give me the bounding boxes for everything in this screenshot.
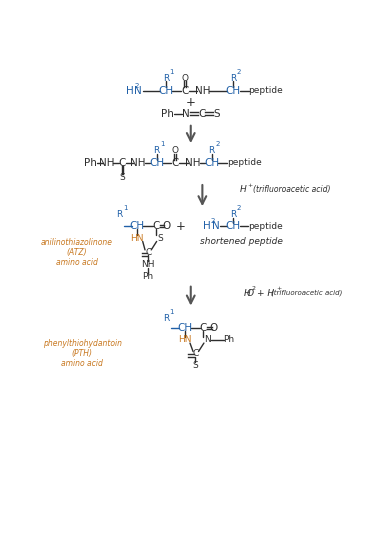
Text: +: + [247,183,252,188]
Text: C: C [119,158,126,168]
Text: CH: CH [149,158,164,168]
Text: C: C [152,221,160,231]
Text: 2: 2 [134,83,139,88]
Text: NH: NH [141,260,155,269]
Text: CH: CH [177,323,192,333]
Text: 2: 2 [237,69,241,75]
Text: CH: CH [226,221,241,231]
Text: Ph: Ph [161,109,174,118]
Text: Ph: Ph [223,336,234,345]
Text: (trifluoroacetic acid): (trifluoroacetic acid) [271,289,343,296]
Text: NH: NH [195,86,210,95]
Text: O: O [210,323,218,333]
Text: 1: 1 [123,205,127,211]
Text: amino acid: amino acid [56,258,98,267]
Text: R: R [208,146,215,155]
Text: Ph: Ph [83,158,96,168]
Text: amino acid: amino acid [61,359,103,368]
Text: O: O [163,221,171,231]
Text: CH: CH [130,221,145,231]
Text: O: O [172,146,179,155]
Text: +: + [276,286,281,291]
Text: Ph: Ph [143,272,154,280]
Text: (ATZ): (ATZ) [66,248,87,257]
Text: NH: NH [185,158,201,168]
Text: C: C [198,109,205,118]
Text: N: N [204,336,210,345]
Text: C: C [172,158,179,168]
Text: H: H [127,86,134,95]
Text: CH: CH [158,86,174,95]
Text: H: H [244,288,251,297]
Text: HN: HN [178,336,191,345]
Text: 2: 2 [251,286,255,291]
Text: 1: 1 [169,309,174,315]
Text: 2: 2 [237,205,241,211]
Text: NH: NH [130,158,146,168]
Text: CH: CH [204,158,219,168]
Text: S: S [214,109,221,118]
Text: 2: 2 [211,218,215,224]
Text: O + H: O + H [247,288,274,297]
Text: C: C [145,248,151,257]
Text: C: C [199,323,207,333]
Text: H: H [203,221,211,231]
Text: O: O [182,73,189,83]
Text: HN: HN [130,234,144,243]
Text: 1: 1 [169,69,174,75]
Text: S: S [120,173,125,182]
Text: R: R [230,210,236,219]
Text: R: R [153,146,160,155]
Text: R: R [230,73,236,83]
Text: 2: 2 [215,142,219,147]
Text: N: N [212,221,219,231]
Text: H: H [240,185,247,195]
Text: R: R [163,314,169,323]
Text: (trifluoroacetic acid): (trifluoroacetic acid) [253,185,330,195]
Text: C: C [182,86,189,95]
Text: C: C [192,349,199,359]
Text: S: S [157,234,163,243]
Text: R: R [163,73,169,83]
Text: peptide: peptide [248,221,282,230]
Text: S: S [193,361,198,370]
Text: NH: NH [99,158,114,168]
Text: peptide: peptide [227,158,262,167]
Text: shortened peptide: shortened peptide [200,237,283,246]
Text: peptide: peptide [249,86,283,95]
Text: R: R [116,210,122,219]
Text: +: + [186,96,196,109]
Text: N: N [134,86,142,95]
Text: (PTH): (PTH) [72,349,93,359]
Text: CH: CH [226,86,241,95]
Text: +: + [176,220,186,233]
Text: 1: 1 [160,142,164,147]
Text: phenylthiohydantoin: phenylthiohydantoin [43,339,122,348]
Text: N: N [182,109,190,118]
Text: anilinothiazolinone: anilinothiazolinone [41,237,113,247]
